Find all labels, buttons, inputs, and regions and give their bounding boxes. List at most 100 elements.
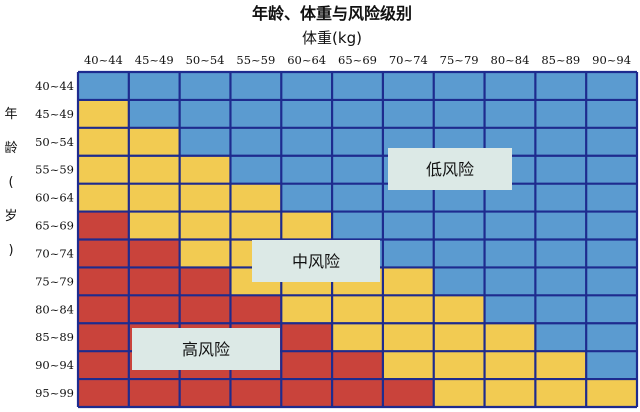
y-tick-label: 65~69	[35, 219, 74, 233]
x-tick-label: 80~84	[491, 53, 530, 67]
heatmap-cell	[586, 127, 637, 156]
heatmap-cell	[230, 127, 282, 156]
x-tick-label: 45~49	[135, 53, 174, 67]
y-tick-label: 50~54	[35, 135, 74, 149]
heatmap-cell	[128, 183, 180, 212]
heatmap-cell	[484, 323, 536, 352]
heatmap-cell	[484, 267, 536, 296]
heatmap-cell	[230, 379, 282, 407]
y-tick-label: 75~79	[35, 274, 74, 288]
heatmap-cell	[535, 183, 587, 212]
heatmap-cell	[230, 183, 282, 212]
heatmap-cell	[78, 72, 129, 100]
heatmap-cell	[78, 155, 129, 184]
heatmap-cell	[128, 267, 180, 296]
heatmap-cell	[535, 211, 587, 240]
zone-label-text: 中风险	[292, 252, 340, 271]
heatmap-cell	[433, 323, 485, 352]
heatmap-cell	[128, 99, 180, 128]
y-tick-label: 45~49	[35, 107, 74, 121]
zone-label-text: 高风险	[182, 340, 230, 359]
heatmap-cell	[128, 127, 180, 156]
x-tick-label: 70~74	[389, 53, 428, 67]
heatmap-cell	[332, 323, 383, 352]
y-tick-label: 80~84	[35, 302, 74, 316]
heatmap-cell	[535, 323, 587, 352]
heatmap-cell	[281, 351, 333, 380]
heatmap-cell	[230, 72, 282, 100]
zone-label-box	[252, 240, 380, 282]
heatmap-cell	[535, 295, 587, 324]
heatmap-cell	[78, 127, 129, 156]
y-axis-label-char: 岁	[4, 209, 17, 224]
heatmap-cell	[332, 127, 383, 156]
heatmap-cell	[332, 72, 383, 100]
heatmap-cell	[78, 323, 129, 352]
x-axis-label: 体重(kg)	[302, 29, 362, 47]
heatmap-cell	[586, 183, 637, 212]
heatmap-cell	[586, 295, 637, 324]
y-axis-label-char: 龄	[4, 141, 17, 156]
x-tick-label: 55~59	[236, 53, 275, 67]
heatmap-cell	[535, 351, 587, 380]
heatmap-cell	[128, 155, 180, 184]
heatmap-cell	[332, 379, 383, 407]
heatmap-cell	[332, 155, 383, 184]
heatmap-cell	[484, 379, 536, 407]
heatmap-cell	[433, 211, 485, 240]
zone-label-box	[388, 148, 512, 190]
heatmap-cell	[433, 267, 485, 296]
heatmap-cell	[332, 351, 383, 380]
heatmap-cell	[179, 295, 231, 324]
heatmap-cell	[586, 99, 637, 128]
heatmap-cell	[382, 379, 434, 407]
chart-title: 年龄、体重与风险级别	[252, 4, 412, 23]
x-tick-label: 75~79	[440, 53, 479, 67]
heatmap-cell	[128, 295, 180, 324]
heatmap-cell	[535, 267, 587, 296]
heatmap-cell	[230, 99, 282, 128]
heatmap-cell	[535, 99, 587, 128]
heatmap-cell	[78, 351, 129, 380]
heatmap-cell	[586, 323, 637, 352]
heatmap-cell	[332, 183, 383, 212]
heatmap-cell	[281, 155, 333, 184]
heatmap-cell	[382, 72, 434, 100]
y-axis-label-char: (	[8, 175, 13, 190]
heatmap-cell	[484, 99, 536, 128]
heatmap-cell	[281, 183, 333, 212]
heatmap-cell	[179, 99, 231, 128]
heatmap-cell	[484, 239, 536, 268]
y-tick-label: 40~44	[35, 79, 74, 93]
y-tick-label: 90~94	[35, 358, 74, 372]
heatmap-cell	[535, 379, 587, 407]
heatmap-cell	[128, 379, 180, 407]
heatmap-cell	[128, 72, 180, 100]
heatmap-cell	[586, 155, 637, 184]
heatmap-cell	[179, 155, 231, 184]
heatmap-cell	[281, 295, 333, 324]
x-tick-label: 85~89	[541, 53, 580, 67]
heatmap-cell	[484, 72, 536, 100]
heatmap-cell	[179, 239, 231, 268]
heatmap-cell	[281, 211, 333, 240]
heatmap-cell	[179, 183, 231, 212]
heatmap-cell	[179, 72, 231, 100]
heatmap-cell	[535, 127, 587, 156]
x-tick-label: 50~54	[186, 53, 225, 67]
heatmap-cell	[433, 379, 485, 407]
y-axis-label-char: )	[8, 243, 13, 258]
y-tick-label: 60~64	[35, 191, 74, 205]
heatmap-cell	[179, 127, 231, 156]
y-tick-label: 85~89	[35, 330, 74, 344]
heatmap-cell	[484, 295, 536, 324]
x-tick-labels: 40~44 45~49 50~54 55~59 60~64 65~69 70~74 75~79…	[84, 53, 631, 67]
heatmap-cell	[281, 72, 333, 100]
heatmap-cell	[586, 379, 637, 407]
zone-label-box	[132, 328, 280, 370]
y-axis-label: 年龄 (岁)	[4, 107, 17, 258]
heatmap-cell	[586, 351, 637, 380]
heatmap-cell	[78, 211, 129, 240]
